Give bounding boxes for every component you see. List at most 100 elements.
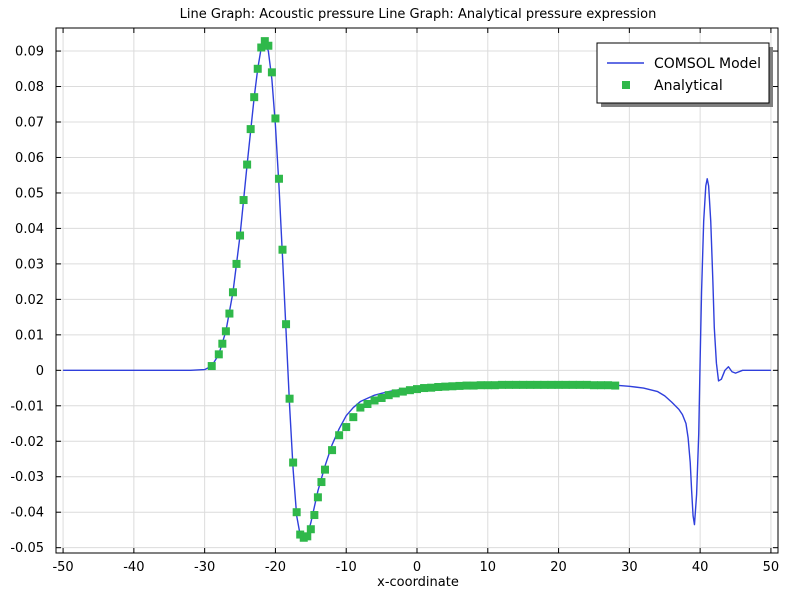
y-tick-label: 0.07: [15, 116, 44, 131]
analytical-point: [303, 532, 311, 540]
y-tick-label: 0: [36, 364, 44, 379]
analytical-point: [597, 381, 605, 389]
analytical-point: [271, 114, 279, 122]
y-tick-label: 0.04: [15, 222, 44, 237]
analytical-point: [526, 381, 534, 389]
analytical-point: [470, 382, 478, 390]
analytical-point: [236, 232, 244, 240]
analytical-point: [247, 125, 255, 133]
y-tick-label: 0.03: [15, 257, 44, 272]
analytical-point: [289, 459, 297, 467]
analytical-point: [569, 381, 577, 389]
legend-swatch-marker: [622, 81, 630, 89]
analytical-point: [406, 386, 414, 394]
x-tick-label: 10: [480, 560, 497, 575]
analytical-point: [463, 382, 471, 390]
x-tick-label: 20: [550, 560, 567, 575]
analytical-point: [590, 381, 598, 389]
analytical-point: [413, 385, 421, 393]
analytical-point: [385, 391, 393, 399]
analytical-point: [392, 389, 400, 397]
y-tick-label: -0.02: [10, 435, 44, 450]
analytical-point: [243, 161, 251, 169]
analytical-point: [533, 381, 541, 389]
analytical-point: [254, 65, 262, 73]
analytical-point: [307, 525, 315, 533]
x-tick-label: 40: [692, 560, 709, 575]
analytical-point: [356, 404, 364, 412]
analytical-point: [310, 511, 318, 519]
y-tick-label: 0.05: [15, 186, 44, 201]
analytical-point: [562, 381, 570, 389]
analytical-point: [349, 413, 357, 421]
analytical-point: [540, 381, 548, 389]
analytical-point: [293, 508, 301, 516]
analytical-point: [441, 383, 449, 391]
analytical-point: [314, 493, 322, 501]
analytical-point: [229, 288, 237, 296]
y-tick-label: -0.01: [10, 399, 44, 414]
y-tick-label: 0.06: [15, 151, 44, 166]
analytical-point: [363, 400, 371, 408]
x-tick-label: -40: [123, 560, 144, 575]
analytical-point: [268, 68, 276, 76]
y-tick-label: -0.03: [10, 470, 44, 485]
y-tick-label: 0.08: [15, 80, 44, 95]
legend-box: [597, 43, 769, 103]
analytical-point: [498, 381, 506, 389]
x-tick-label: -30: [194, 560, 215, 575]
analytical-point: [420, 384, 428, 392]
analytical-point: [286, 395, 294, 403]
analytical-point: [215, 350, 223, 358]
y-tick-label: -0.04: [10, 506, 44, 521]
analytical-point: [233, 260, 241, 268]
x-tick-label: 30: [621, 560, 638, 575]
analytical-point: [583, 381, 591, 389]
analytical-point: [455, 382, 463, 390]
analytical-point: [477, 381, 485, 389]
analytical-point: [378, 394, 386, 402]
analytical-point: [317, 478, 325, 486]
analytical-point: [505, 381, 513, 389]
x-tick-label: -10: [336, 560, 357, 575]
y-axis: -0.05 -0.04 -0.03 -0.02 -0.01 0 0.01 0.02 0.03 0.…: [10, 45, 778, 557]
analytical-point: [208, 362, 216, 370]
analytical-point: [371, 396, 379, 404]
y-tick-label: 0.09: [15, 45, 44, 60]
analytical-point: [335, 431, 343, 439]
y-tick-label: 0.02: [15, 293, 44, 308]
analytical-point: [512, 381, 520, 389]
analytical-point: [519, 381, 527, 389]
y-tick-label: -0.05: [10, 541, 44, 556]
analytical-point: [448, 382, 456, 390]
analytical-point: [225, 310, 233, 318]
analytical-point: [250, 93, 258, 101]
x-axis-label: x-coordinate: [377, 575, 459, 590]
analytical-point: [491, 381, 499, 389]
analytical-point: [427, 384, 435, 392]
analytical-point: [611, 382, 619, 390]
analytical-point: [547, 381, 555, 389]
analytical-point: [399, 388, 407, 396]
y-tick-label: 0.01: [15, 328, 44, 343]
legend-entry-comsol: COMSOL Model: [654, 56, 761, 72]
analytical-point: [484, 381, 492, 389]
legend-entry-analytical: Analytical: [654, 78, 723, 94]
analytical-point: [264, 42, 272, 50]
x-tick-label: -20: [265, 560, 286, 575]
analytical-point: [434, 383, 442, 391]
analytical-point: [275, 175, 283, 183]
x-axis: -50 -40 -30 -20 -10 0 10 20 30 40 50: [52, 28, 779, 575]
analytical-point: [240, 196, 248, 204]
analytical-point: [279, 246, 287, 254]
analytical-point: [604, 381, 612, 389]
analytical-point: [282, 320, 290, 328]
legend: COMSOL Model Analytical: [597, 43, 773, 107]
analytical-point: [321, 466, 329, 474]
chart-title: Line Graph: Acoustic pressure Line Graph…: [180, 7, 657, 22]
x-tick-label: 0: [413, 560, 421, 575]
x-tick-label: -50: [52, 560, 73, 575]
analytical-point: [555, 381, 563, 389]
analytical-point: [222, 327, 230, 335]
